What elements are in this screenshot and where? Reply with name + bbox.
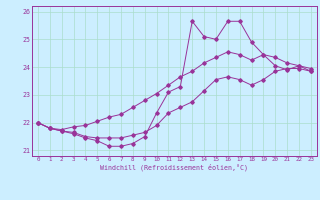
X-axis label: Windchill (Refroidissement éolien,°C): Windchill (Refroidissement éolien,°C)	[100, 164, 248, 171]
